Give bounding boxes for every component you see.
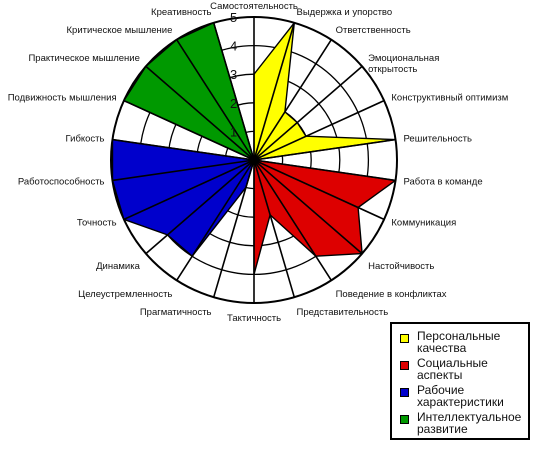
axis-label: Динамика	[96, 261, 140, 272]
spoke	[253, 159, 385, 221]
series-area-1	[253, 159, 397, 276]
axis-label: Выдержка и упорство	[297, 7, 393, 18]
spoke	[123, 99, 255, 161]
spoke	[176, 159, 255, 281]
spoke	[123, 159, 255, 221]
axis-label: Подвижность мышления	[8, 92, 117, 103]
spoke	[112, 138, 255, 161]
axis-label: Поведение в конфликтах	[336, 289, 447, 300]
legend: Персональные качества Социальные аспекты…	[390, 322, 530, 440]
tick-label: 4	[230, 39, 237, 54]
spoke	[253, 138, 396, 161]
series-layer	[111, 22, 397, 276]
tick-label: 3	[230, 67, 237, 82]
spoke	[253, 159, 363, 255]
legend-label-intellect: Интеллектуальное развитие	[417, 410, 522, 436]
axis-label: Конструктивный оптимизм	[391, 92, 508, 103]
axis-label: Точность	[77, 218, 117, 229]
legend-label-social: Социальные аспекты	[417, 356, 488, 382]
axis-label: Целеустремленность	[78, 289, 172, 300]
axis-label: Настойчивость	[368, 261, 434, 272]
legend-swatch-work	[400, 388, 409, 397]
legend-swatch-personal	[400, 334, 409, 343]
series-area-2	[111, 138, 255, 257]
axis-label: Коммуникация	[391, 218, 456, 229]
axis-label: Гибкость	[66, 134, 105, 145]
axis-label: Решительность	[404, 134, 472, 145]
axis-label: Тактичность	[227, 313, 281, 324]
axis-label: Работоспособность	[18, 177, 105, 188]
axis-label: Практическое мышление	[28, 53, 139, 64]
spoke	[145, 65, 255, 161]
series-area-0	[253, 22, 397, 161]
legend-item: Интеллектуальное развитие	[400, 411, 522, 435]
tick-label: 2	[230, 96, 237, 111]
spoke	[145, 159, 255, 255]
radial-tick-labels: 1 2 3 4 5	[230, 10, 237, 139]
tick-label: 5	[230, 10, 237, 25]
spoke	[253, 65, 363, 161]
axis-label: Самостоятельность	[210, 1, 298, 12]
spokes-layer	[112, 17, 396, 303]
legend-item: Рабочие характеристики	[400, 384, 522, 408]
axis-label: Работа в команде	[404, 177, 483, 188]
tick-label: 1	[230, 124, 237, 139]
legend-item: Социальные аспекты	[400, 357, 522, 381]
legend-swatch-social	[400, 361, 409, 370]
spoke	[253, 159, 332, 281]
legend-item: Персональные качества	[400, 330, 522, 354]
spoke	[253, 39, 332, 161]
spoke	[212, 159, 255, 298]
spoke	[112, 159, 255, 182]
axis-label: Представительность	[297, 307, 389, 318]
spoke	[212, 22, 255, 161]
legend-label-work: Рабочие характеристики	[417, 383, 504, 409]
axis-label: Прагматичность	[140, 307, 212, 318]
axis-label: Критическое мышление	[67, 25, 173, 36]
axis-label: Эмоциональная открытость	[368, 53, 439, 75]
spoke	[253, 159, 296, 298]
spoke	[176, 39, 255, 161]
center-dot	[250, 156, 258, 164]
axis-label: Креативность	[151, 7, 212, 18]
spoke	[253, 99, 385, 161]
axis-label: Ответственность	[336, 25, 411, 36]
spoke	[253, 22, 296, 161]
spoke	[253, 159, 396, 182]
legend-swatch-intellect	[400, 415, 409, 424]
legend-label-personal: Персональные качества	[417, 329, 501, 355]
